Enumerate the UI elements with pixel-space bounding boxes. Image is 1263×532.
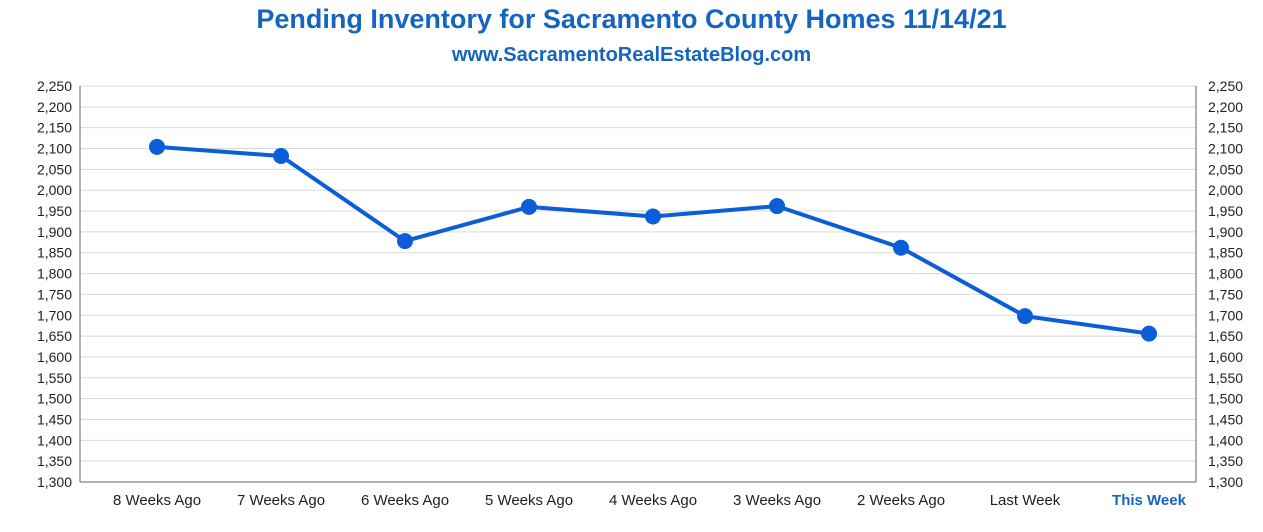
y-tick-label-left: 1,550 xyxy=(37,370,72,386)
x-tick-label: 8 Weeks Ago xyxy=(113,492,201,509)
y-tick-label-left: 1,400 xyxy=(37,432,72,448)
x-tick-label: 5 Weeks Ago xyxy=(485,492,573,509)
y-tick-label-right: 1,500 xyxy=(1208,391,1243,407)
grid-lines xyxy=(80,85,1196,483)
y-tick-label-right: 1,400 xyxy=(1208,432,1243,448)
y-tick-label-left: 1,650 xyxy=(37,328,72,344)
series-line xyxy=(155,144,1151,336)
y-tick-label-right: 1,750 xyxy=(1208,286,1243,302)
y-tick-label-right: 1,950 xyxy=(1208,203,1243,219)
y-tick-label-left: 1,950 xyxy=(37,203,72,219)
y-tick-label-right: 2,050 xyxy=(1208,161,1243,177)
data-point xyxy=(645,208,661,225)
y-tick-label-left: 2,050 xyxy=(37,161,72,177)
x-tick-label: 3 Weeks Ago xyxy=(733,492,821,509)
series-layer xyxy=(155,144,1151,336)
y-axis-right-ticks: 1,300 1,350 1,400 1,450 1,500 1,550 1,600 1,650… xyxy=(1208,78,1243,490)
x-tick-label: This Week xyxy=(1112,492,1187,509)
y-tick-label-left: 1,900 xyxy=(37,224,72,240)
y-axis-left-ticks: 1,300 1,350 1,400 1,450 1,500 1,550 1,600 1,650… xyxy=(37,78,72,490)
data-point xyxy=(273,148,289,165)
y-tick-label-left: 2,100 xyxy=(37,141,72,157)
data-point xyxy=(1017,308,1033,325)
y-tick-label-left: 2,200 xyxy=(37,99,72,115)
y-tick-label-left: 2,250 xyxy=(37,78,72,94)
x-tick-label: 4 Weeks Ago xyxy=(609,492,697,509)
y-tick-label-right: 1,900 xyxy=(1208,224,1243,240)
axes xyxy=(79,86,1197,483)
y-tick-label-left: 1,800 xyxy=(37,266,72,282)
y-tick-label-right: 2,200 xyxy=(1208,99,1243,115)
points-layer xyxy=(149,138,1157,342)
data-point xyxy=(769,198,785,215)
y-tick-label-left: 2,150 xyxy=(37,120,72,136)
x-tick-label: 6 Weeks Ago xyxy=(361,492,449,509)
y-tick-label-left: 1,450 xyxy=(37,411,72,427)
x-axis-ticks: 8 Weeks Ago 7 Weeks Ago 6 Weeks Ago 5 Weeks… xyxy=(113,492,1187,509)
y-tick-label-left: 1,850 xyxy=(37,245,72,261)
y-tick-label-right: 1,450 xyxy=(1208,411,1243,427)
y-tick-label-right: 1,550 xyxy=(1208,370,1243,386)
data-point xyxy=(149,138,165,155)
y-tick-label-left: 1,350 xyxy=(37,453,72,469)
y-tick-label-right: 2,150 xyxy=(1208,120,1243,136)
y-tick-label-right: 1,700 xyxy=(1208,307,1243,323)
data-point xyxy=(521,198,537,215)
x-tick-label: 7 Weeks Ago xyxy=(237,492,325,509)
y-tick-label-left: 1,600 xyxy=(37,349,72,365)
y-tick-label-left: 1,300 xyxy=(37,474,72,490)
x-tick-label: Last Week xyxy=(990,492,1061,509)
y-tick-label-right: 1,800 xyxy=(1208,266,1243,282)
chart-subtitle: www.SacramentoRealEstateBlog.com xyxy=(451,44,812,66)
data-point xyxy=(893,239,909,256)
y-tick-label-right: 1,850 xyxy=(1208,245,1243,261)
x-tick-label: 2 Weeks Ago xyxy=(857,492,945,509)
y-tick-label-left: 1,500 xyxy=(37,391,72,407)
y-tick-label-right: 1,350 xyxy=(1208,453,1243,469)
y-tick-label-right: 2,250 xyxy=(1208,78,1243,94)
y-tick-label-left: 1,750 xyxy=(37,286,72,302)
y-tick-label-left: 1,700 xyxy=(37,307,72,323)
y-tick-label-right: 1,300 xyxy=(1208,474,1243,490)
y-tick-label-left: 2,000 xyxy=(37,182,72,198)
data-point xyxy=(1141,325,1157,342)
y-tick-label-right: 2,000 xyxy=(1208,182,1243,198)
data-point xyxy=(397,233,413,250)
chart-title: Pending Inventory for Sacramento County … xyxy=(256,4,1007,34)
y-tick-label-right: 1,650 xyxy=(1208,328,1243,344)
y-tick-label-right: 2,100 xyxy=(1208,141,1243,157)
y-tick-label-right: 1,600 xyxy=(1208,349,1243,365)
